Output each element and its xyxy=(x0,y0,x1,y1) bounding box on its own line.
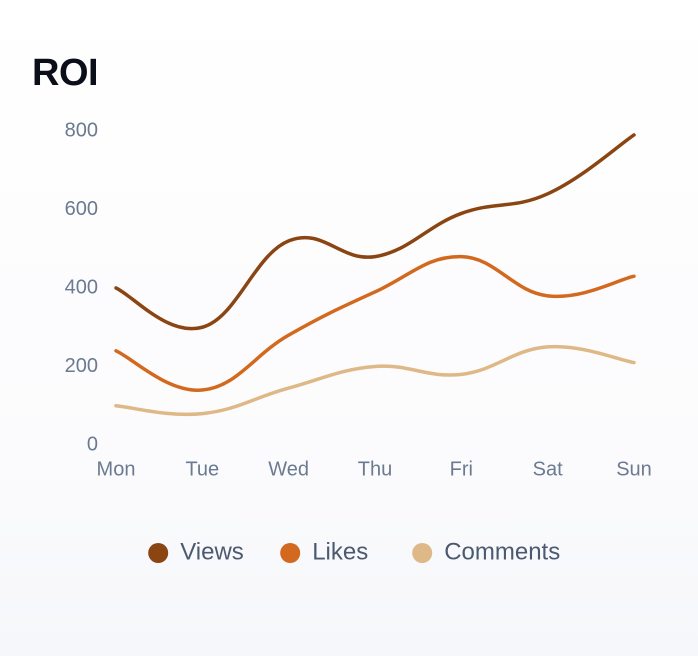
chart-title: ROI xyxy=(32,52,99,94)
legend-item-likes[interactable]: Likes xyxy=(280,538,368,565)
y-axis: 0 200 400 600 800 xyxy=(65,119,98,455)
legend-label: Likes xyxy=(312,538,368,565)
y-tick-label: 200 xyxy=(65,355,98,377)
x-tick-label: Sun xyxy=(616,458,652,480)
series-line-views xyxy=(114,133,636,331)
x-axis: Mon Tue Wed Thu Fri Sat Sun xyxy=(97,458,652,480)
x-tick-label: Mon xyxy=(97,458,136,480)
y-tick-label: 0 xyxy=(87,433,98,455)
y-tick-label: 400 xyxy=(65,276,98,298)
series-line-comments xyxy=(114,344,636,417)
legend-swatch xyxy=(412,543,433,563)
y-tick-label: 800 xyxy=(65,119,98,141)
x-tick-label: Tue xyxy=(185,458,219,480)
x-tick-label: Fri xyxy=(450,458,473,480)
legend-item-comments[interactable]: Comments xyxy=(412,538,560,565)
series-line-likes xyxy=(114,254,636,392)
x-tick-label: Sat xyxy=(533,458,563,480)
legend: Views Likes Comments xyxy=(148,538,560,565)
legend-swatch xyxy=(148,543,169,563)
x-tick-label: Wed xyxy=(268,458,309,480)
legend-swatch xyxy=(280,543,301,563)
legend-label: Views xyxy=(180,538,244,565)
x-tick-label: Thu xyxy=(358,458,392,480)
legend-label: Comments xyxy=(444,538,560,565)
y-tick-label: 600 xyxy=(65,198,98,220)
legend-item-views[interactable]: Views xyxy=(148,538,244,565)
series-lines xyxy=(114,133,636,417)
